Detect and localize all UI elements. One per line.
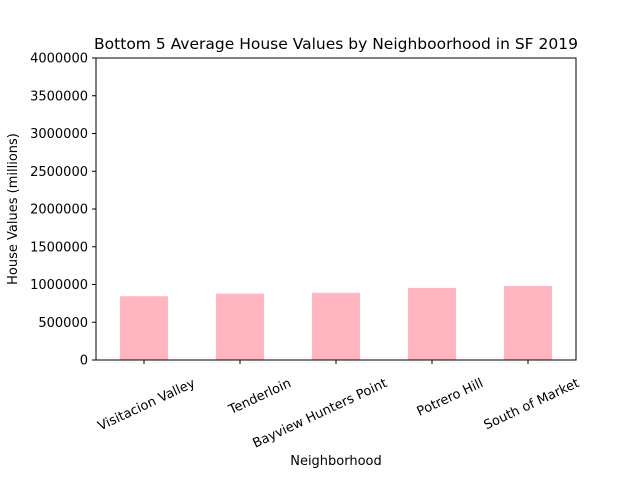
y-axis-label: House Values (millions) <box>6 133 21 285</box>
y-tick-label: 3000000 <box>30 127 88 142</box>
y-tick-label: 2000000 <box>30 203 88 218</box>
bar <box>312 292 360 360</box>
x-axis-label: Neighborhood <box>290 454 382 469</box>
bar <box>408 287 456 360</box>
x-tick-label: Visitacion Valley <box>96 376 198 434</box>
y-tick-label: 1500000 <box>30 240 88 255</box>
bar <box>120 296 168 360</box>
bar <box>216 293 264 360</box>
x-tick-label: Tenderloin <box>226 376 294 418</box>
bar <box>504 286 552 360</box>
plot-frame <box>95 57 577 361</box>
y-tick-label: 1000000 <box>30 278 88 293</box>
y-tick-label: 500000 <box>38 316 88 331</box>
y-tick-label: 2500000 <box>30 165 88 180</box>
x-tick-label: South of Market <box>482 376 582 433</box>
y-axis: 0 500000 1000000 1500000 2000000 2500000 30000… <box>30 52 96 369</box>
x-tick-label: Potrero Hill <box>415 376 486 420</box>
y-tick-label: 0 <box>80 354 88 369</box>
bars-group <box>120 286 552 360</box>
y-tick-label: 3500000 <box>30 89 88 104</box>
y-tick-label: 4000000 <box>30 52 88 67</box>
chart-title: Bottom 5 Average House Values by Neighbo… <box>94 35 578 53</box>
